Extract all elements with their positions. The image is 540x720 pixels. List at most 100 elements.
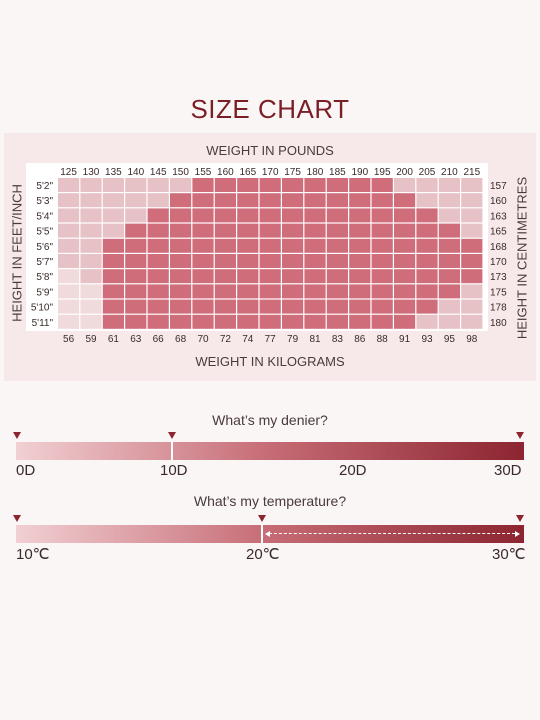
grid-cell xyxy=(416,314,438,329)
temperature-marker-20 xyxy=(258,515,266,522)
grid-cell xyxy=(438,269,460,284)
grid-cell xyxy=(416,299,438,314)
grid-cell xyxy=(461,284,483,299)
grid-cell xyxy=(394,284,416,299)
denier-gradient-bar xyxy=(16,442,524,460)
grid-cell xyxy=(237,178,259,192)
grid-cell xyxy=(282,178,304,192)
grid-cell xyxy=(147,193,169,208)
grid-cell xyxy=(80,284,102,299)
grid-cell xyxy=(237,238,259,253)
grid-cell xyxy=(326,269,348,284)
grid-cell xyxy=(416,223,438,238)
grid-cell xyxy=(58,238,80,253)
grid-cell xyxy=(371,193,393,208)
grid-cell xyxy=(349,208,371,223)
kilogram-tick-label: 74 xyxy=(242,334,254,345)
grid-cell xyxy=(102,254,124,268)
grid-cell xyxy=(58,254,80,268)
grid-cell xyxy=(170,314,192,329)
grid-cell xyxy=(214,254,236,268)
grid-cell xyxy=(102,269,124,284)
height-feet-tick-label: 5'6" xyxy=(36,242,53,253)
kilogram-tick-label: 79 xyxy=(287,334,299,345)
grid-cell xyxy=(349,254,371,268)
grid-cell xyxy=(170,238,192,253)
grid-cell xyxy=(438,178,460,192)
grid-cell xyxy=(394,208,416,223)
page-title: SIZE CHART xyxy=(190,94,350,124)
pound-tick-label: 155 xyxy=(195,167,212,178)
grid-cell xyxy=(237,299,259,314)
height-feet-tick-label: 5'10" xyxy=(31,303,54,314)
denier-scale-title: What’s my denier? xyxy=(212,412,328,428)
grid-cell xyxy=(192,254,214,268)
grid-cell xyxy=(170,269,192,284)
kilogram-tick-label: 83 xyxy=(332,334,344,345)
height-cm-tick-label: 160 xyxy=(490,196,507,207)
grid-cell xyxy=(259,238,281,253)
pound-tick-label: 215 xyxy=(463,167,480,178)
grid-cell xyxy=(237,284,259,299)
grid-cell xyxy=(438,299,460,314)
grid-cell xyxy=(438,238,460,253)
grid-cell xyxy=(170,299,192,314)
grid-cell xyxy=(416,178,438,192)
grid-cell xyxy=(438,193,460,208)
grid-cell xyxy=(371,314,393,329)
grid-cell xyxy=(237,314,259,329)
height-cm-tick-label: 165 xyxy=(490,227,507,238)
kilogram-tick-label: 66 xyxy=(153,334,165,345)
grid-cell xyxy=(170,223,192,238)
grid-cell xyxy=(102,193,124,208)
height-feet-tick-label: 5'3" xyxy=(36,196,53,207)
pound-tick-label: 195 xyxy=(374,167,391,178)
grid-cell xyxy=(349,314,371,329)
kilogram-tick-label: 86 xyxy=(354,334,366,345)
denier-label-20d: 20D xyxy=(339,462,367,479)
grid-cell xyxy=(102,299,124,314)
grid-cell xyxy=(394,269,416,284)
denier-label-10d: 10D xyxy=(160,462,188,479)
grid-cell xyxy=(461,223,483,238)
grid-cell xyxy=(102,238,124,253)
weight-pounds-axis-label: WEIGHT IN POUNDS xyxy=(206,143,334,158)
grid-cell xyxy=(58,208,80,223)
temperature-label-10c: 10℃ xyxy=(16,546,50,563)
grid-cell xyxy=(125,314,147,329)
grid-cell xyxy=(438,284,460,299)
grid-cell xyxy=(102,284,124,299)
grid-cell xyxy=(80,254,102,268)
grid-cell xyxy=(214,299,236,314)
grid-cell xyxy=(394,314,416,329)
grid-cell xyxy=(192,238,214,253)
grid-cell xyxy=(170,284,192,299)
grid-cell xyxy=(80,193,102,208)
height-cm-tick-label: 180 xyxy=(490,318,507,329)
height-cm-tick-label: 168 xyxy=(490,242,507,253)
arrow-right-icon xyxy=(515,531,520,537)
grid-cell xyxy=(438,254,460,268)
grid-cell xyxy=(192,178,214,192)
grid-cell xyxy=(147,254,169,268)
height-cm-tick-label: 157 xyxy=(490,181,507,192)
grid-cell xyxy=(58,314,80,329)
grid-cell xyxy=(237,254,259,268)
kilogram-tick-label: 68 xyxy=(175,334,187,345)
grid-cell xyxy=(214,284,236,299)
grid-cell xyxy=(125,299,147,314)
kilogram-tick-label: 81 xyxy=(309,334,321,345)
grid-cell xyxy=(304,238,326,253)
temperature-marker-30 xyxy=(516,515,524,522)
grid-cell xyxy=(80,208,102,223)
denier-divider xyxy=(171,442,173,460)
grid-cell xyxy=(170,178,192,192)
pound-tick-label: 135 xyxy=(105,167,122,178)
grid-cell xyxy=(326,208,348,223)
grid-cell xyxy=(304,314,326,329)
kilogram-tick-label: 98 xyxy=(466,334,478,345)
grid-cell xyxy=(80,314,102,329)
grid-cell xyxy=(326,254,348,268)
grid-cell xyxy=(58,299,80,314)
kilogram-tick-label: 72 xyxy=(220,334,232,345)
